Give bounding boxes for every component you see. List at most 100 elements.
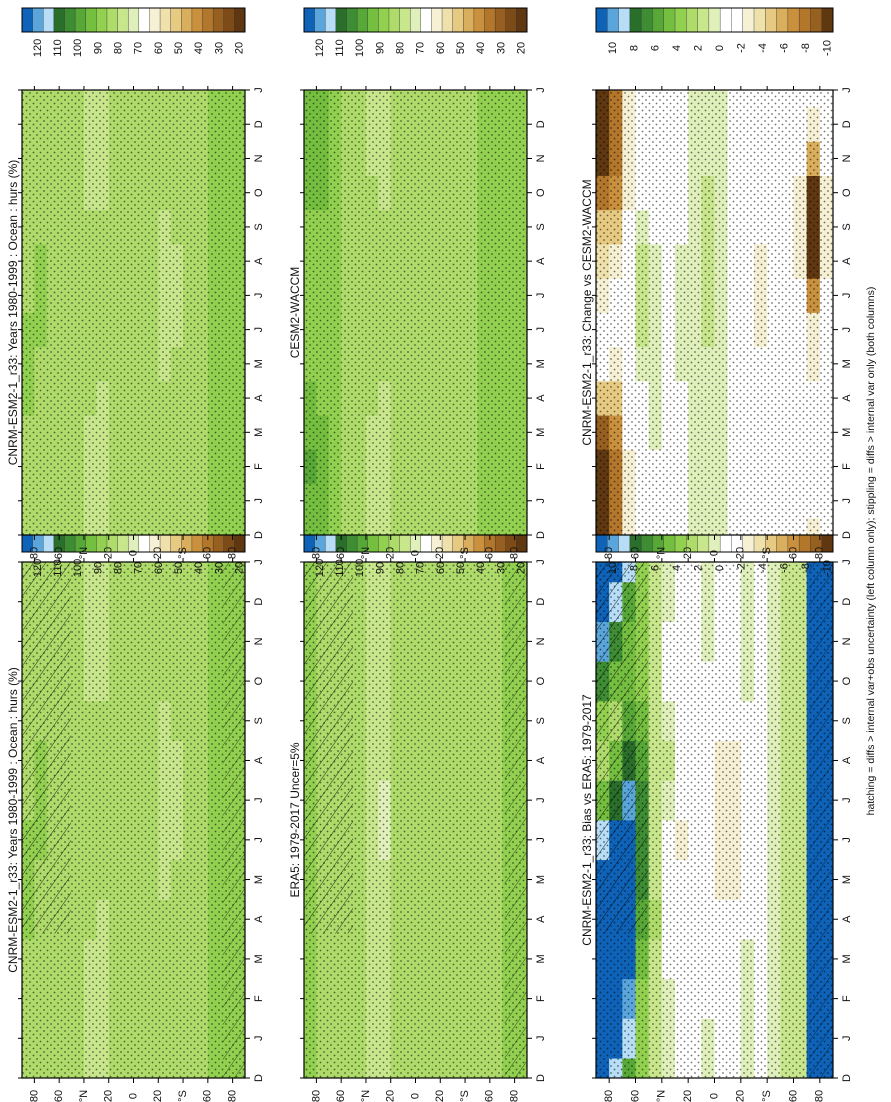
colorbar-label: 60 (153, 42, 165, 54)
month-tick-label: J (841, 87, 853, 93)
lat-tick-label: 60 (787, 547, 799, 559)
month-tick-label: D (253, 531, 265, 539)
colorbar-swatch (484, 7, 496, 33)
month-tick-label: D (841, 120, 853, 128)
month-tick-label: J (535, 1036, 547, 1042)
month-tick-label: S (253, 223, 265, 230)
lat-tick-label: 60 (202, 1090, 214, 1102)
colorbar-frame (595, 7, 834, 33)
lat-tick-label: 80 (227, 1090, 239, 1102)
colorbar-label: 100 (72, 39, 84, 57)
colorbar-label: 110 (52, 559, 64, 577)
colorbar-label: 70 (415, 42, 427, 54)
lat-tick-label: °N (656, 547, 668, 559)
month-tick-label: A (535, 756, 547, 764)
colorbar-frame (303, 7, 528, 33)
lat-tick-label: 60 (53, 1090, 65, 1102)
month-tick-label: A (253, 756, 265, 764)
month-tick-label: M (535, 359, 547, 368)
colorbar-label: 120 (314, 559, 326, 577)
colorbar-swatch (181, 7, 193, 33)
month-tick-label: J (841, 498, 853, 504)
month-tick-label: J (535, 837, 547, 843)
lat-tick-label: °S (459, 547, 471, 559)
month-tick-label: J (253, 327, 265, 333)
lat-tick-label: °N (656, 1090, 668, 1102)
lat-tick-label: °S (459, 1090, 471, 1102)
month-tick-label: A (535, 394, 547, 402)
month-tick-label: N (535, 154, 547, 162)
lat-tick-label: 60 (335, 1090, 347, 1102)
panel-5: CNRM-ESM2-1_r33: Bias vs ERA5: 1979-2017… (580, 527, 853, 1102)
lat-tick-label: 20 (434, 547, 446, 559)
month-tick-label: A (535, 915, 547, 923)
colorbar-swatch (810, 7, 823, 33)
month-tick-label: A (841, 394, 853, 402)
colorbar-swatch (314, 7, 326, 33)
panel-6: CNRM-ESM2-1_r33: Change vs CESM2-WACCM80… (580, 7, 853, 559)
month-tick-label: O (535, 676, 547, 685)
colorbar-label: 110 (52, 39, 64, 57)
colorbar-swatch (159, 7, 172, 33)
month-tick-label: J (535, 797, 547, 803)
colorbar-label: 30 (495, 562, 507, 574)
colorbar-label: 50 (455, 562, 467, 574)
hatching (809, 562, 833, 1078)
lat-tick-label: 20 (385, 547, 397, 559)
panel-3: ERA5: 1979-2017 Uncer=5% 80 60 °N 20 0 20 °S 60 8… (288, 527, 547, 1102)
stippling (596, 90, 833, 535)
month-tick-label: J (841, 797, 853, 803)
lat-tick-label: 60 (53, 547, 65, 559)
colorbar-label: 70 (133, 42, 145, 54)
colorbar-swatch (21, 7, 34, 33)
colorbar-label: 120 (32, 39, 44, 57)
month-tick-label: S (841, 223, 853, 230)
lat-tick-label: 60 (484, 547, 496, 559)
colorbar-swatch (686, 7, 699, 33)
colorbar-label: 50 (455, 42, 467, 54)
month-tick-label: S (535, 223, 547, 230)
panel-title: CNRM-ESM2-1_r33: Years 1980-1999 : Ocean… (6, 667, 20, 972)
month-tick-label: D (253, 598, 265, 606)
lat-tick-label: 80 (310, 547, 322, 559)
month-tick-label: F (841, 463, 853, 470)
lat-tick-label: 20 (385, 1090, 397, 1102)
lat-tick-label: 80 (509, 1090, 521, 1102)
month-tick-label: J (253, 797, 265, 803)
month-tick-label: J (841, 1036, 853, 1042)
month-tick-label: J (535, 87, 547, 93)
lat-tick-label: 60 (629, 547, 641, 559)
colorbar-label: 60 (435, 42, 447, 54)
lat-tick-label: 20 (735, 547, 747, 559)
colorbar: 10 8 6 4 2 0 -2 -4 -6 -8 -10 (595, 7, 834, 56)
month-tick-label: M (535, 875, 547, 884)
colorbar-swatch (505, 7, 517, 33)
lat-tick-label: 20 (103, 547, 115, 559)
lat-tick-label: 0 (409, 1093, 421, 1099)
colorbar-label: 90 (92, 562, 104, 574)
colorbar-swatch (399, 7, 411, 33)
month-tick-label: J (253, 559, 265, 565)
month-tick-label: M (253, 954, 265, 963)
lat-tick-label: 0 (409, 550, 421, 556)
panel-1: CNRM-ESM2-1_r33: Years 1980-1999 : Ocean… (6, 527, 265, 1102)
colorbar-swatch (463, 7, 475, 33)
colorbar-swatch (798, 7, 811, 33)
panel-title: CNRM-ESM2-1_r33: Years 1980-1999 : Ocean… (6, 160, 20, 465)
colorbar-label: 8 (628, 565, 640, 571)
month-tick-label: J (841, 837, 853, 843)
month-tick-label: D (535, 120, 547, 128)
month-tick-label: N (253, 154, 265, 162)
colorbar: 120 110 100 90 80 70 60 50 40 30 20 (21, 7, 246, 57)
colorbar-swatch (367, 7, 379, 33)
colorbar-swatch (325, 7, 337, 33)
colorbar-swatch (303, 7, 316, 33)
colorbar-swatch (335, 7, 347, 33)
lat-tick-label: 80 (814, 547, 826, 559)
panel-title: ERA5: 1979-2017 Uncer=5% (288, 742, 302, 897)
month-tick-label: J (535, 559, 547, 565)
colorbar-label: -8 (800, 563, 812, 573)
colorbar: 120 110 100 90 80 70 60 50 40 30 20 (303, 7, 528, 57)
colorbar-swatch (776, 7, 789, 33)
month-tick-label: O (253, 188, 265, 197)
